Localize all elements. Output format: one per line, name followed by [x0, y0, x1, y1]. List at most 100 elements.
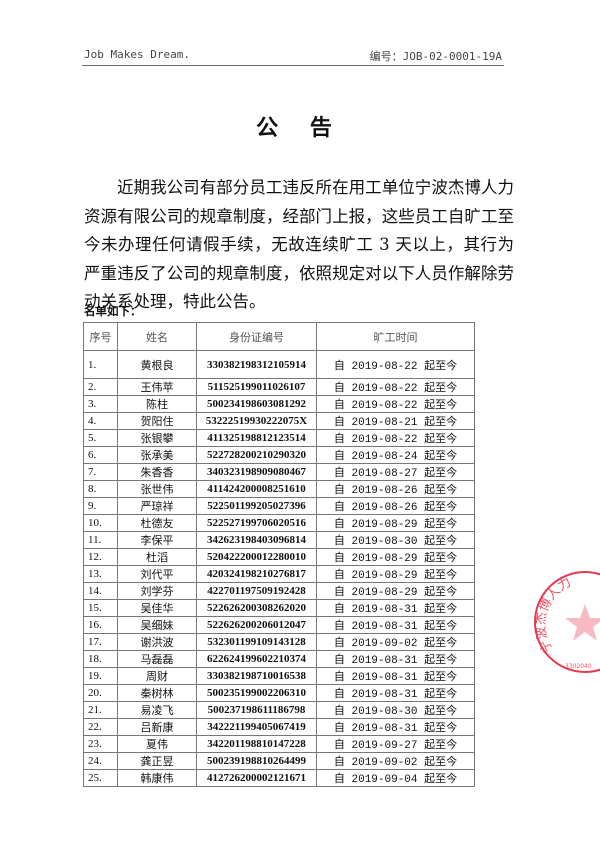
absence-period: 自 2019-09-02 起至今 — [316, 752, 475, 770]
col-header-absence: 旷工时间 — [316, 322, 475, 351]
document-number: 编号：JOB-02-0001-19A — [369, 50, 502, 63]
employee-name: 刘学芬 — [117, 582, 197, 600]
id-number: 500237198611186798 — [196, 701, 317, 719]
table-row: 10. 杜德友 522527199706020516 自 2019-08-29 起至今 — [83, 514, 475, 532]
employee-name: 朱香香 — [117, 463, 197, 481]
row-index: 15. — [83, 599, 118, 617]
row-index: 6. — [83, 446, 118, 464]
id-number: 342201198810147228 — [196, 735, 317, 753]
employee-name: 张承美 — [117, 446, 197, 464]
id-number: 422701197509192428 — [196, 582, 317, 600]
header-motto: Job Makes Dream. — [84, 48, 190, 61]
employee-name: 张银攀 — [117, 429, 197, 447]
id-number: 342623198403096814 — [196, 531, 317, 549]
id-number: 330382198710016538 — [196, 667, 317, 685]
id-number: 500239198810264499 — [196, 752, 317, 770]
employee-name: 谢洪波 — [117, 633, 197, 651]
id-number: 340323198909080467 — [196, 463, 317, 481]
row-index: 24. — [83, 752, 118, 770]
absence-period: 自 2019-08-22 起至今 — [316, 395, 475, 413]
absence-period: 自 2019-08-30 起至今 — [316, 701, 475, 719]
id-number: 622624199602210374 — [196, 650, 317, 668]
table-row: 11. 李保平 342623198403096814 自 2019-08-30 起至今 — [83, 531, 475, 549]
table-row: 15. 吴佳华 522626200308262020 自 2019-08-31 起至今 — [83, 599, 475, 617]
id-number: 500235199002206310 — [196, 684, 317, 702]
company-seal: 宁波杰博人力 3302040 — [534, 571, 600, 673]
absence-period: 自 2019-08-29 起至今 — [316, 548, 475, 566]
employee-name: 陈柱 — [117, 395, 197, 413]
row-index: 12. — [83, 548, 118, 566]
row-index: 5. — [83, 429, 118, 447]
table-row: 6. 张承美 522728200210290320 自 2019-08-24 起至今 — [83, 446, 475, 464]
absence-period: 自 2019-08-30 起至今 — [316, 531, 475, 549]
table-row: 8. 张世伟 411424200008251610 自 2019-08-26 起至今 — [83, 480, 475, 498]
absence-period: 自 2019-09-04 起至今 — [316, 769, 475, 787]
row-index: 18. — [83, 650, 118, 668]
absence-period: 自 2019-08-22 起至今 — [316, 350, 475, 379]
employee-name: 严琼祥 — [117, 497, 197, 515]
employee-name: 黄根良 — [117, 350, 197, 379]
row-index: 9. — [83, 497, 118, 515]
table-row: 5. 张银攀 411325198812123514 自 2019-08-22 起至今 — [83, 429, 475, 447]
seal-text: 宁波杰博人力 — [534, 575, 574, 656]
table-row: 20. 秦树林 500235199002206310 自 2019-08-31 起至今 — [83, 684, 475, 702]
employee-name: 贺阳住 — [117, 412, 197, 430]
absence-period: 自 2019-08-29 起至今 — [316, 565, 475, 583]
row-index: 17. — [83, 633, 118, 651]
id-number: 53222519930222075X — [196, 412, 317, 430]
seal-number: 3302040 — [565, 663, 592, 670]
row-index: 11. — [83, 531, 118, 549]
absence-period: 自 2019-08-31 起至今 — [316, 718, 475, 736]
employee-name: 李保平 — [117, 531, 197, 549]
dismissal-table: 序号 姓名 身份证编号 旷工时间 1. 黄根良 330382198312105914… — [83, 322, 475, 787]
absence-period: 自 2019-09-27 起至今 — [316, 735, 475, 753]
absence-period: 自 2019-08-22 起至今 — [316, 378, 475, 396]
absence-period: 自 2019-08-21 起至今 — [316, 412, 475, 430]
id-number: 411424200008251610 — [196, 480, 317, 498]
table-row: 3. 陈柱 500234198603081292 自 2019-08-22 起至今 — [83, 395, 475, 413]
header-divider — [82, 65, 504, 66]
id-number: 511525199011026107 — [196, 378, 317, 396]
absence-period: 自 2019-08-31 起至今 — [316, 616, 475, 634]
row-index: 23. — [83, 735, 118, 753]
row-index: 16. — [83, 616, 118, 634]
col-header-id: 身份证编号 — [196, 322, 317, 351]
id-number: 412726200002121671 — [196, 769, 317, 787]
employee-name: 杜滔 — [117, 548, 197, 566]
absence-period: 自 2019-08-27 起至今 — [316, 463, 475, 481]
absence-period: 自 2019-08-31 起至今 — [316, 650, 475, 668]
row-index: 3. — [83, 395, 118, 413]
row-index: 14. — [83, 582, 118, 600]
employee-name: 易凌飞 — [117, 701, 197, 719]
row-index: 20. — [83, 684, 118, 702]
table-row: 4. 贺阳住 53222519930222075X 自 2019-08-21 起至今 — [83, 412, 475, 430]
col-header-index: 序号 — [83, 322, 118, 351]
row-index: 13. — [83, 565, 118, 583]
row-index: 7. — [83, 463, 118, 481]
table-row: 19. 周财 330382198710016538 自 2019-08-31 起至今 — [83, 667, 475, 685]
page-title: 公 告 — [256, 115, 344, 141]
absence-period: 自 2019-08-29 起至今 — [316, 582, 475, 600]
row-index: 21. — [83, 701, 118, 719]
employee-name: 张世伟 — [117, 480, 197, 498]
employee-name: 吴佳华 — [117, 599, 197, 617]
absence-period: 自 2019-08-26 起至今 — [316, 497, 475, 515]
row-index: 8. — [83, 480, 118, 498]
list-label: 名单如下： — [84, 304, 142, 318]
employee-name: 周财 — [117, 667, 197, 685]
employee-name: 吕新康 — [117, 718, 197, 736]
table-row: 25. 韩康伟 412726200002121671 自 2019-09-04 起至今 — [83, 769, 475, 787]
id-number: 522527199706020516 — [196, 514, 317, 532]
table-row: 16. 吴细妹 522626200206012047 自 2019-08-31 起至今 — [83, 616, 475, 634]
id-number: 500234198603081292 — [196, 395, 317, 413]
employee-name: 吴细妹 — [117, 616, 197, 634]
row-index: 22. — [83, 718, 118, 736]
id-number: 522728200210290320 — [196, 446, 317, 464]
id-number: 522626200308262020 — [196, 599, 317, 617]
table-row: 24. 龚正昱 500239198810264499 自 2019-09-02 起至今 — [83, 752, 475, 770]
table-row: 18. 马磊磊 622624199602210374 自 2019-08-31 起至今 — [83, 650, 475, 668]
table-header-row: 序号 姓名 身份证编号 旷工时间 — [83, 322, 475, 351]
row-index: 2. — [83, 378, 118, 396]
table-row: 7. 朱香香 340323198909080467 自 2019-08-27 起至今 — [83, 463, 475, 481]
id-number: 411325198812123514 — [196, 429, 317, 447]
